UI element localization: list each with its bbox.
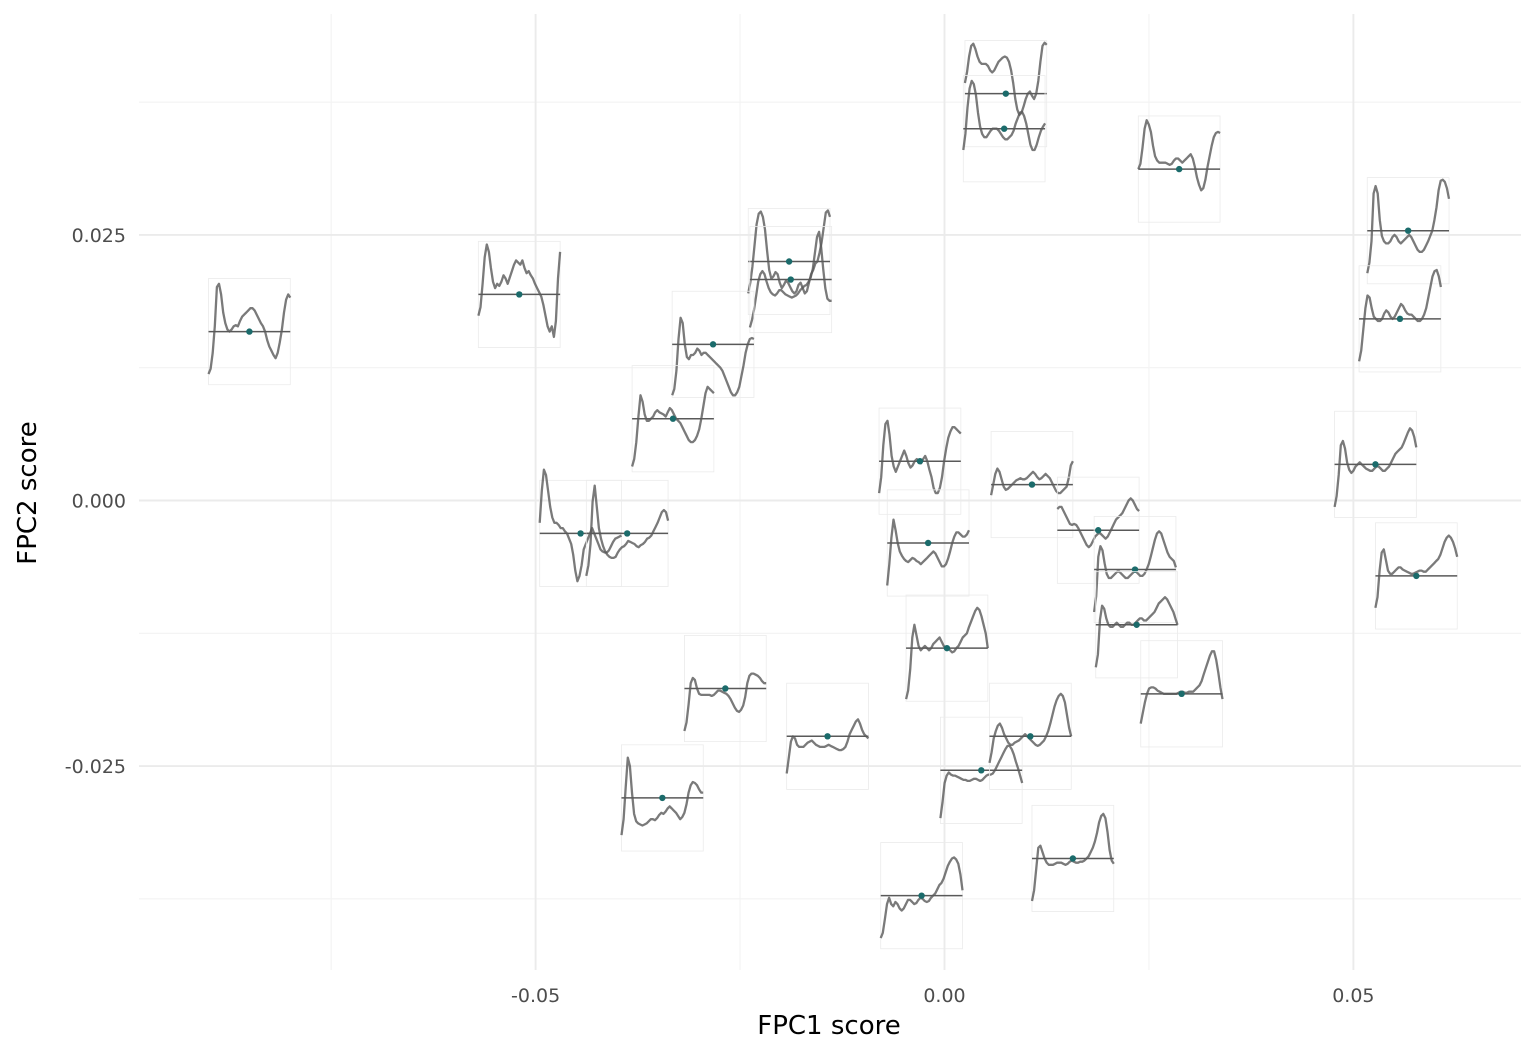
glyph-21 — [1056, 476, 1140, 584]
data-point — [1413, 572, 1420, 580]
data-point — [516, 291, 523, 298]
glyph-curve — [477, 243, 562, 339]
y-tick-label: 0.000 — [72, 490, 126, 512]
glyph-12 — [886, 489, 971, 597]
glyph-3 — [748, 226, 833, 334]
data-point — [824, 733, 831, 740]
glyph-curve — [1357, 268, 1443, 362]
glyph-26 — [1366, 177, 1451, 285]
glyph-23 — [1094, 571, 1179, 679]
data-point — [709, 341, 717, 348]
glyph-24 — [1139, 640, 1224, 748]
data-point — [669, 415, 677, 422]
glyph-14 — [879, 842, 964, 950]
glyph-27 — [1357, 265, 1443, 373]
glyph-curve — [1137, 119, 1221, 192]
glyph-13 — [904, 594, 989, 702]
glyph-curve — [939, 744, 1024, 819]
minor-gridlines — [139, 14, 1521, 970]
glyph-10 — [785, 682, 870, 790]
glyph-18 — [962, 75, 1047, 183]
glyph-11 — [877, 407, 962, 515]
x-axis-title: FPC1 score — [757, 1011, 900, 1041]
data-point — [943, 644, 951, 652]
data-point — [978, 767, 985, 774]
data-point — [1095, 527, 1102, 534]
glyph-19 — [989, 431, 1074, 539]
glyph-curve — [671, 316, 755, 397]
glyph-16 — [988, 682, 1073, 790]
glyph-20 — [1030, 804, 1115, 912]
data-point — [787, 276, 794, 283]
x-tick-label: -0.05 — [511, 985, 560, 1007]
data-point — [1175, 165, 1183, 173]
glyph-curve — [1374, 534, 1459, 609]
data-point — [1404, 227, 1412, 234]
glyph-7 — [585, 479, 670, 587]
glyph-2 — [747, 207, 832, 316]
glyph-9 — [620, 744, 704, 852]
glyph-8 — [683, 635, 767, 743]
data-point — [1028, 481, 1036, 488]
glyph-curve — [207, 282, 292, 375]
glyph-25 — [1137, 115, 1221, 223]
data-point — [577, 530, 584, 537]
data-point — [1069, 855, 1077, 862]
data-point — [246, 328, 253, 335]
glyph-29 — [1374, 522, 1459, 630]
glyph-curve — [1366, 178, 1451, 274]
glyph-curve — [989, 460, 1074, 496]
glyph-curve — [785, 718, 870, 774]
data-point — [924, 539, 932, 547]
glyph-28 — [1333, 410, 1418, 518]
glyph-5 — [630, 365, 715, 473]
data-point — [1131, 566, 1139, 573]
data-point — [916, 457, 924, 465]
x-tick-label: 0.05 — [1332, 985, 1374, 1007]
glyph-17 — [963, 40, 1048, 148]
y-tick-label: 0.025 — [72, 225, 126, 247]
glyph-curve — [886, 518, 971, 586]
glyph-curve — [1056, 497, 1140, 549]
glyph-4 — [671, 290, 755, 398]
glyph-15 — [939, 716, 1024, 824]
data-point — [1002, 90, 1010, 97]
glyph-curve — [630, 385, 715, 467]
data-point — [1027, 733, 1034, 740]
data-point — [1396, 315, 1404, 323]
glyph-curve — [585, 484, 670, 577]
y-axis-title: FPC2 score — [13, 421, 43, 564]
data-point — [785, 258, 793, 265]
data-point — [1000, 125, 1008, 132]
glyph-curve — [963, 41, 1048, 117]
glyph-curve — [747, 209, 832, 295]
data-point — [1372, 461, 1379, 468]
data-point — [623, 530, 631, 537]
data-point — [918, 892, 925, 899]
glyph-curve — [962, 79, 1047, 152]
data-point — [1178, 690, 1185, 698]
glyph-layer — [207, 40, 1459, 950]
glyph-curve — [683, 672, 767, 732]
glyph-curve — [538, 468, 622, 583]
glyph-1 — [477, 240, 562, 348]
x-axis-ticks: -0.05 0.00 0.05 — [511, 985, 1374, 1007]
glyph-curve — [620, 756, 704, 836]
data-point — [1133, 621, 1140, 628]
x-tick-label: 0.00 — [923, 985, 965, 1007]
glyph-curve — [748, 230, 832, 328]
y-axis-ticks: -0.025 0.000 0.025 — [65, 225, 126, 778]
y-tick-label: -0.025 — [65, 756, 126, 778]
data-point — [659, 794, 666, 802]
glyph-0 — [207, 278, 292, 386]
data-point — [722, 685, 729, 692]
